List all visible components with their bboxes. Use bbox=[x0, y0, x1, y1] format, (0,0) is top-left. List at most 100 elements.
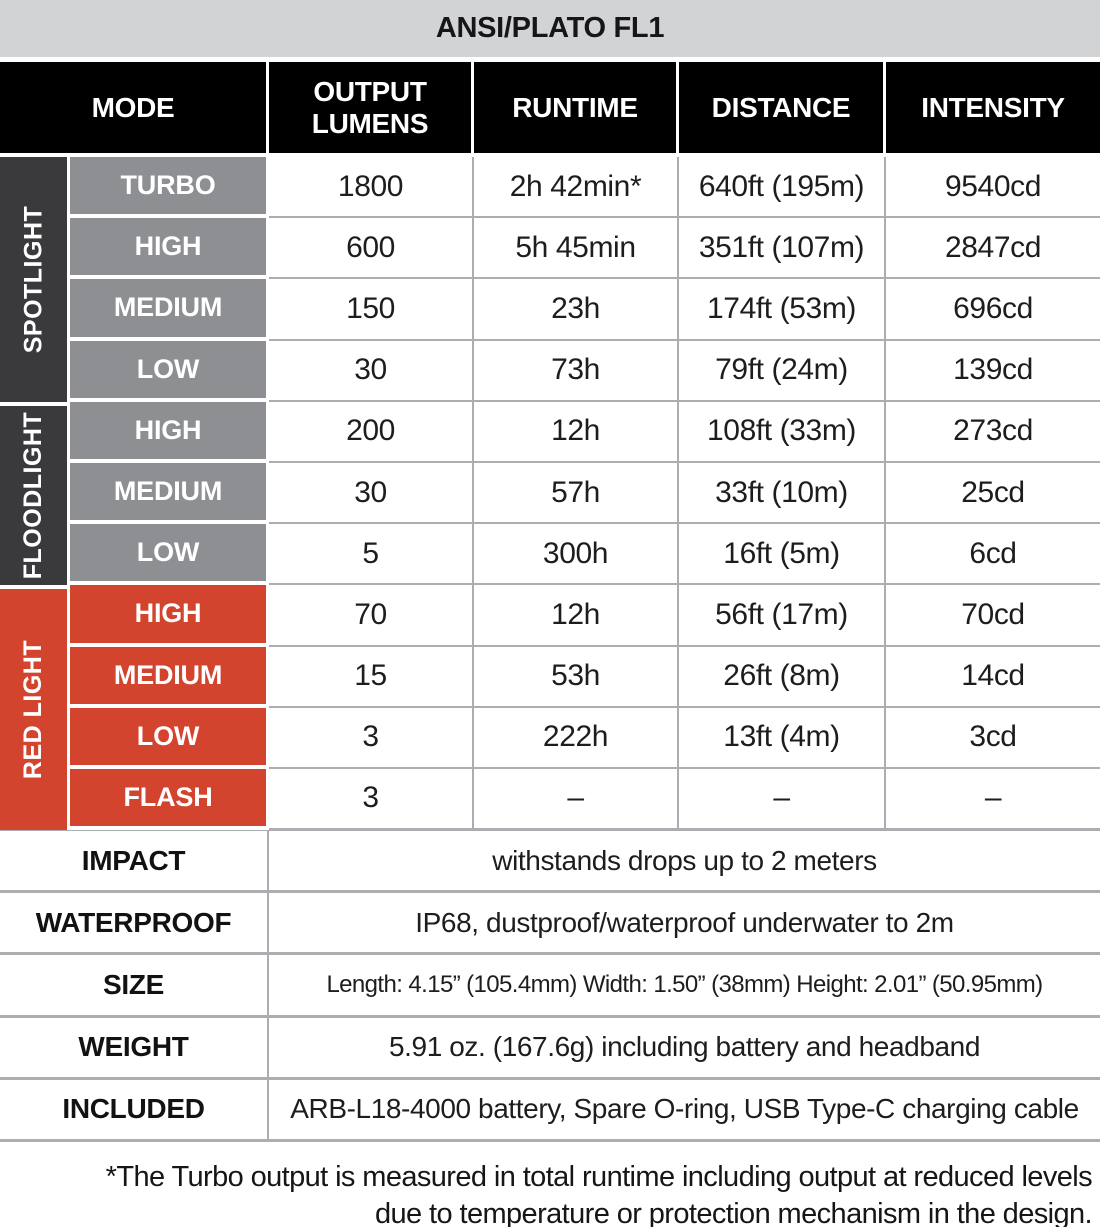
distance-cell: 13ft (4m) bbox=[679, 707, 886, 769]
group-label-red-light: RED LIGHT bbox=[0, 585, 70, 831]
table-body: SPOTLIGHT TURBO 1800 2h 42min* 640ft (195m) 9… bbox=[0, 157, 1100, 831]
spec-label: INCLUDED bbox=[0, 1079, 269, 1139]
distance-cell: 351ft (107m) bbox=[679, 218, 886, 280]
spec-row-weight: WEIGHT 5.91 oz. (167.6g) including batter… bbox=[0, 1017, 1100, 1080]
runtime-cell: 12h bbox=[474, 401, 679, 463]
output-lumens-cell: 5 bbox=[269, 524, 474, 586]
runtime-cell: 300h bbox=[474, 524, 679, 586]
table-row: TURBO 1800 2h 42min* 640ft (195m) 9540cd bbox=[70, 157, 1100, 219]
spec-row-included: INCLUDED ARB-L18-4000 battery, Spare O-ri… bbox=[0, 1079, 1100, 1142]
column-header-intensity: INTENSITY bbox=[921, 91, 1065, 123]
spec-row-impact: IMPACT withstands drops up to 2 meters bbox=[0, 831, 1100, 894]
runtime-cell: 53h bbox=[474, 646, 679, 708]
table-row: HIGH 200 12h 108ft (33m) 273cd bbox=[70, 401, 1100, 463]
spec-label: WEIGHT bbox=[0, 1017, 269, 1077]
runtime-cell: 23h bbox=[474, 279, 679, 341]
mode-cell: FLASH bbox=[70, 768, 269, 831]
table-row: HIGH 70 12h 56ft (17m) 70cd bbox=[70, 585, 1100, 647]
distance-cell: 174ft (53m) bbox=[679, 279, 886, 341]
runtime-cell: 73h bbox=[474, 340, 679, 402]
distance-cell: 640ft (195m) bbox=[679, 157, 886, 219]
column-header-mode: MODE bbox=[0, 62, 269, 153]
spec-value: IP68, dustproof/waterproof underwater to… bbox=[415, 906, 954, 938]
distance-cell: 33ft (10m) bbox=[679, 462, 886, 525]
runtime-cell: 2h 42min* bbox=[474, 157, 679, 219]
output-lumens-cell: 15 bbox=[269, 646, 474, 708]
intensity-cell: – bbox=[886, 768, 1100, 831]
spec-rows: IMPACT withstands drops up to 2 meters WAT… bbox=[0, 830, 1100, 1142]
intensity-cell: 9540cd bbox=[886, 157, 1100, 219]
intensity-cell: 2847cd bbox=[886, 218, 1100, 280]
table-header: MODE OUTPUT LUMENS RUNTIME DISTANCE INTE… bbox=[0, 62, 1100, 157]
group-label-text: RED LIGHT bbox=[19, 640, 47, 780]
mode-cell: HIGH bbox=[70, 585, 269, 647]
runtime-cell: 57h bbox=[474, 462, 679, 525]
mode-group-spotlight: SPOTLIGHT TURBO 1800 2h 42min* 640ft (195m) 9… bbox=[0, 157, 1100, 402]
mode-group-red-light: RED LIGHT HIGH 70 12h 56ft (17m) 70cd MEDIUM 15… bbox=[0, 585, 1100, 831]
group-label-text: SPOTLIGHT bbox=[19, 205, 47, 354]
column-header-output-lumens: OUTPUT LUMENS bbox=[269, 62, 474, 153]
mode-cell: MEDIUM bbox=[70, 646, 269, 708]
table-row: HIGH 600 5h 45min 351ft (107m) 2847cd bbox=[70, 218, 1100, 280]
group-label-text: FLOODLIGHT bbox=[19, 411, 48, 580]
table-row: FLASH 3– – – bbox=[70, 768, 1100, 831]
output-lumens-cell: 70 bbox=[269, 585, 474, 647]
mode-cell: HIGH bbox=[70, 218, 269, 280]
spec-label: IMPACT bbox=[0, 831, 269, 891]
spec-value: 5.91 oz. (167.6g) including battery and … bbox=[388, 1031, 981, 1063]
distance-cell: – bbox=[679, 768, 886, 831]
column-header-distance: DISTANCE bbox=[679, 62, 886, 153]
runtime-cell: 5h 45min bbox=[474, 218, 679, 280]
distance-cell: 79ft (24m) bbox=[679, 340, 886, 402]
intensity-cell: 25cd bbox=[886, 462, 1100, 525]
column-header-runtime: RUNTIME bbox=[474, 62, 679, 153]
output-lumens-cell: 3 bbox=[269, 768, 474, 831]
output-lumens-cell: 30 bbox=[269, 340, 474, 402]
mode-cell: MEDIUM bbox=[70, 279, 269, 341]
intensity-cell: 273cd bbox=[886, 401, 1100, 463]
table-row: LOW 3 222h 13ft (4m) 3cd bbox=[70, 707, 1100, 769]
intensity-cell: 6cd bbox=[886, 524, 1100, 586]
spec-row-waterproof: WATERPROOF IP68, dustproof/waterproof und… bbox=[0, 893, 1100, 956]
group-label-floodlight: FLOODLIGHT bbox=[0, 401, 70, 586]
output-lumens-cell: 30 bbox=[269, 462, 474, 525]
output-lumens-cell: 150 bbox=[269, 279, 474, 341]
spec-label: SIZE bbox=[0, 955, 269, 1015]
table-row: MEDIUM 30 57h 33ft (10m) 25cd bbox=[70, 462, 1100, 525]
footnote-line-1: *The Turbo output is measured in total r… bbox=[105, 1161, 1093, 1193]
output-lumens-cell: 600 bbox=[269, 218, 474, 280]
runtime-cell: 12h bbox=[474, 585, 679, 647]
footnote-line-2: due to temperature or protection mechani… bbox=[375, 1198, 1093, 1227]
footnote: *The Turbo output is measured in total r… bbox=[0, 1142, 1100, 1227]
spec-row-size: SIZE Length: 4.15” (105.4mm) Width: 1.50”… bbox=[0, 955, 1100, 1018]
distance-cell: 56ft (17m) bbox=[679, 585, 886, 647]
spec-value: Length: 4.15” (105.4mm) Width: 1.50” (38… bbox=[326, 971, 1043, 999]
intensity-cell: 139cd bbox=[886, 340, 1100, 402]
mode-group-floodlight: FLOODLIGHT HIGH 200 12h 108ft (33m) 273cd MEDI… bbox=[0, 401, 1100, 586]
distance-cell: 108ft (33m) bbox=[679, 401, 886, 463]
table-title: ANSI/PLATO FL1 bbox=[0, 0, 1100, 57]
mode-cell: HIGH bbox=[70, 401, 269, 463]
mode-cell: MEDIUM bbox=[70, 462, 269, 525]
table-row: MEDIUM 150 23h 174ft (53m) 696cd bbox=[70, 279, 1100, 341]
intensity-cell: 696cd bbox=[886, 279, 1100, 341]
table-row: LOW 5 300h 16ft (5m) 6cd bbox=[70, 524, 1100, 586]
table-row: LOW 30 73h 79ft (24m) 139cd bbox=[70, 340, 1100, 402]
mode-cell: LOW bbox=[70, 707, 269, 769]
intensity-cell: 70cd bbox=[886, 585, 1100, 647]
output-lumens-cell: 1800 bbox=[269, 157, 474, 219]
spec-value: withstands drops up to 2 meters bbox=[492, 844, 877, 876]
mode-cell: TURBO bbox=[70, 157, 269, 219]
output-lumens-cell: 200 bbox=[269, 401, 474, 463]
spec-value: ARB-L18-4000 battery, Spare O-ring, USB … bbox=[290, 1093, 1079, 1125]
distance-cell: 26ft (8m) bbox=[679, 646, 886, 708]
intensity-cell: 14cd bbox=[886, 646, 1100, 708]
output-lumens-cell: 3 bbox=[269, 707, 474, 769]
runtime-cell: – bbox=[474, 768, 679, 831]
intensity-cell: 3cd bbox=[886, 707, 1100, 769]
table-row: MEDIUM 15 53h 26ft (8m) 14cd bbox=[70, 646, 1100, 708]
spec-label: WATERPROOF bbox=[0, 893, 269, 953]
distance-cell: 16ft (5m) bbox=[679, 524, 886, 586]
mode-cell: LOW bbox=[70, 524, 269, 586]
